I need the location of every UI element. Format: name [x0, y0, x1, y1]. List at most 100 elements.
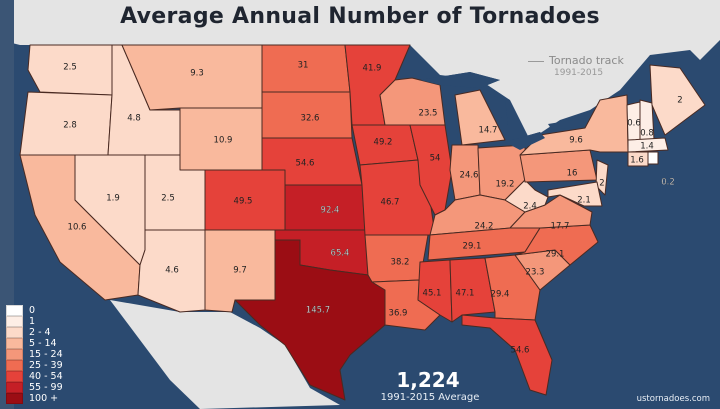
legend-item: 1	[6, 316, 63, 327]
legend-swatch	[6, 349, 23, 360]
track-label: Tornado track	[549, 54, 624, 67]
state-value-mo: 46.7	[381, 198, 400, 208]
great-lake	[505, 132, 545, 150]
state-value-ri: 0.2	[661, 178, 675, 188]
state-value-or: 2.8	[63, 121, 77, 131]
state-value-nc: 29.1	[546, 250, 565, 260]
state-value-ma: 1.4	[640, 142, 654, 152]
lake-ontario	[548, 118, 586, 130]
state-ct[interactable]	[627, 151, 649, 167]
great-lake	[420, 72, 500, 88]
total-count: 1,224	[396, 368, 460, 392]
state-ma[interactable]	[627, 137, 669, 153]
state-value-ga: 29.4	[491, 290, 510, 300]
state-value-ks: 92.4	[321, 206, 340, 216]
legend-label: 0	[29, 305, 36, 316]
state-value-vt: 0.6	[627, 119, 641, 129]
legend-swatch	[6, 338, 23, 349]
legend-swatch	[6, 371, 23, 382]
state-value-ar: 38.2	[391, 258, 410, 268]
legend-label: 40 - 54	[29, 371, 63, 382]
state-value-ut: 2.5	[161, 194, 175, 204]
state-value-ne: 54.6	[296, 159, 315, 169]
source-credit: ustornadoes.com	[636, 394, 710, 404]
state-value-va: 17.7	[551, 222, 570, 232]
state-value-sd: 32.6	[301, 114, 320, 124]
state-value-mn: 41.9	[363, 64, 382, 74]
great-lake	[482, 92, 508, 125]
state-value-mi: 14.7	[479, 126, 498, 136]
state-value-ky: 24.2	[475, 222, 494, 232]
state-fl[interactable]	[461, 314, 553, 396]
legend-label: 15 - 24	[29, 349, 63, 360]
legend-item: 0	[6, 305, 63, 316]
state-value-ca: 10.6	[68, 223, 87, 233]
legend-item: 55 - 99	[6, 382, 63, 393]
state-ny[interactable]	[519, 94, 629, 156]
state-value-id: 4.8	[127, 114, 141, 124]
canada-land	[0, 0, 720, 140]
state-value-wy: 10.9	[214, 136, 233, 146]
state-value-ok: 65.4	[331, 249, 350, 259]
state-value-wv: 2.4	[523, 202, 537, 212]
state-value-wi: 23.5	[419, 109, 438, 119]
state-value-in: 24.6	[460, 171, 479, 181]
legend-label: 55 - 99	[29, 382, 63, 393]
legend-swatch	[6, 382, 23, 393]
legend-swatch	[6, 305, 23, 316]
state-value-wa: 2.5	[63, 63, 77, 73]
track-legend: Tornado track 1991-2015	[528, 54, 624, 78]
state-value-pa: 16	[567, 169, 578, 179]
state-value-il: 54	[430, 154, 441, 164]
state-value-ia: 49.2	[374, 138, 393, 148]
state-value-ny: 9.6	[569, 136, 583, 146]
state-value-md: 2.1	[577, 196, 591, 206]
state-ms[interactable]	[417, 259, 453, 323]
legend-swatch	[6, 327, 23, 338]
legend-label: 100 +	[29, 393, 59, 404]
state-al[interactable]	[449, 257, 496, 323]
state-nj[interactable]	[595, 159, 609, 196]
state-value-tn: 29.1	[463, 242, 482, 252]
legend-swatch	[6, 393, 23, 404]
track-years: 1991-2015	[554, 68, 604, 78]
state-md[interactable]	[547, 181, 603, 207]
state-value-nd: 31	[298, 61, 309, 71]
state-value-ct: 1.6	[630, 156, 644, 166]
legend-item: 5 - 14	[6, 338, 63, 349]
state-value-fl: 54.6	[511, 346, 530, 356]
state-mi[interactable]	[454, 89, 506, 146]
state-tx[interactable]	[234, 239, 386, 401]
legend-swatch	[6, 316, 23, 327]
state-value-la: 36.9	[389, 309, 408, 319]
legend-item: 2 - 4	[6, 327, 63, 338]
legend-label: 5 - 14	[29, 338, 57, 349]
track-line-swatch	[528, 60, 544, 62]
state-value-nj: 2	[599, 179, 604, 189]
state-value-sc: 23.3	[526, 268, 545, 278]
state-pa[interactable]	[519, 149, 598, 183]
state-me[interactable]	[649, 64, 706, 136]
state-value-co: 49.5	[234, 197, 253, 207]
state-ri[interactable]	[647, 151, 659, 165]
state-value-nm: 9.7	[233, 266, 247, 276]
legend-label: 25 - 39	[29, 360, 63, 371]
legend-swatch	[6, 360, 23, 371]
mexico-land	[110, 300, 340, 409]
state-value-tx: 145.7	[306, 306, 330, 316]
state-value-oh: 19.2	[496, 180, 515, 190]
legend-item: 25 - 39	[6, 360, 63, 371]
legend-label: 1	[29, 316, 36, 327]
state-value-mt: 9.3	[190, 69, 204, 79]
state-value-nh: 0.8	[640, 129, 654, 139]
legend-item: 40 - 54	[6, 371, 63, 382]
state-value-ms: 45.1	[423, 289, 442, 299]
map-title: Average Annual Number of Tornadoes	[120, 4, 600, 29]
great-lake	[446, 95, 458, 140]
state-value-az: 4.6	[165, 266, 179, 276]
state-value-nv: 1.9	[106, 194, 120, 204]
legend-label: 2 - 4	[29, 327, 51, 338]
